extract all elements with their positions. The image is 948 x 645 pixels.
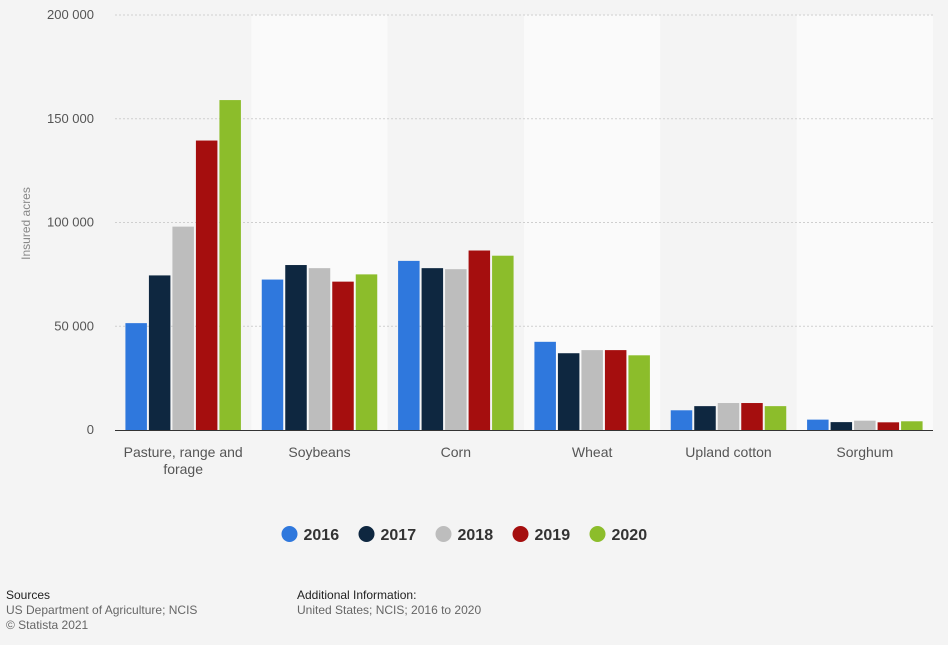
sources-title: Sources	[6, 588, 51, 602]
bar[interactable]	[332, 281, 354, 430]
legend-item[interactable]: 2017	[358, 526, 417, 544]
x-tick-label: Sorghum	[836, 444, 893, 460]
y-axis-ticks: 0 50 000 100 000 150 000 200 000	[47, 7, 94, 437]
bar[interactable]	[195, 140, 218, 430]
bar[interactable]	[172, 226, 194, 430]
bar[interactable]	[219, 100, 241, 430]
legend-label: 2017	[381, 527, 417, 544]
bar[interactable]	[421, 268, 444, 430]
bar[interactable]	[741, 403, 763, 430]
bar[interactable]	[901, 421, 923, 430]
bars	[125, 100, 923, 430]
bar[interactable]	[445, 269, 467, 430]
x-axis-ticks: Pasture, range and forage Soybeans Corn Whea…	[124, 444, 894, 477]
bar[interactable]	[670, 410, 693, 430]
additional-info-block: Additional Information: United States; N…	[297, 588, 481, 618]
additional-info-title: Additional Information:	[297, 588, 417, 602]
legend-label: 2016	[304, 527, 340, 544]
sources-text: US Department of Agriculture; NCIS	[6, 603, 198, 617]
bar[interactable]	[492, 255, 514, 430]
bar[interactable]	[308, 268, 331, 430]
bar[interactable]	[285, 265, 307, 430]
legend-item[interactable]: 2019	[512, 526, 571, 544]
y-tick-label: 150 000	[47, 111, 94, 126]
y-tick-label: 0	[87, 422, 94, 437]
legend-marker	[512, 526, 529, 542]
y-axis-label: Insured acres	[19, 187, 33, 260]
bar[interactable]	[807, 419, 829, 430]
bar[interactable]	[694, 406, 716, 430]
bar[interactable]	[764, 406, 787, 430]
legend-marker	[589, 526, 606, 542]
bar[interactable]	[125, 323, 147, 430]
additional-info-text: United States; NCIS; 2016 to 2020	[297, 603, 482, 617]
bar[interactable]	[581, 350, 603, 430]
bar[interactable]	[468, 250, 491, 430]
bar[interactable]	[877, 422, 900, 430]
legend-marker	[435, 526, 452, 542]
legend-marker	[358, 526, 375, 542]
legend-item[interactable]: 2018	[435, 526, 494, 544]
legend-label: 2018	[458, 527, 494, 544]
bar[interactable]	[148, 275, 171, 430]
x-tick-label: Corn	[441, 444, 471, 460]
y-tick-label: 50 000	[54, 318, 94, 333]
bar[interactable]	[830, 422, 853, 430]
legend-item[interactable]: 2016	[281, 526, 340, 544]
bar[interactable]	[854, 420, 876, 430]
x-tick-label: Pasture, range and forage	[124, 444, 243, 477]
legend-label: 2019	[535, 527, 571, 544]
sources-block: Sources US Department of Agriculture; NC…	[6, 588, 197, 633]
y-tick-label: 100 000	[47, 215, 94, 230]
bar[interactable]	[534, 341, 556, 430]
x-tick-label: Wheat	[572, 444, 613, 460]
legend-marker	[281, 526, 298, 542]
bar[interactable]	[628, 355, 650, 430]
bar[interactable]	[604, 350, 627, 430]
x-tick-label: Upland cotton	[685, 444, 771, 460]
bar[interactable]	[261, 279, 284, 430]
bar[interactable]	[557, 353, 580, 430]
legend-label: 2020	[612, 527, 648, 544]
bar[interactable]	[717, 403, 740, 430]
y-tick-label: 200 000	[47, 7, 94, 22]
bar[interactable]	[398, 260, 420, 430]
legend-item[interactable]: 2020	[589, 526, 648, 544]
copyright-text: © Statista 2021	[6, 618, 89, 632]
x-tick-label: Soybeans	[288, 444, 350, 460]
bar[interactable]	[355, 274, 378, 430]
legend: 2016 2017 2018 2019 2020	[281, 526, 648, 544]
gridlines	[115, 14, 933, 327]
